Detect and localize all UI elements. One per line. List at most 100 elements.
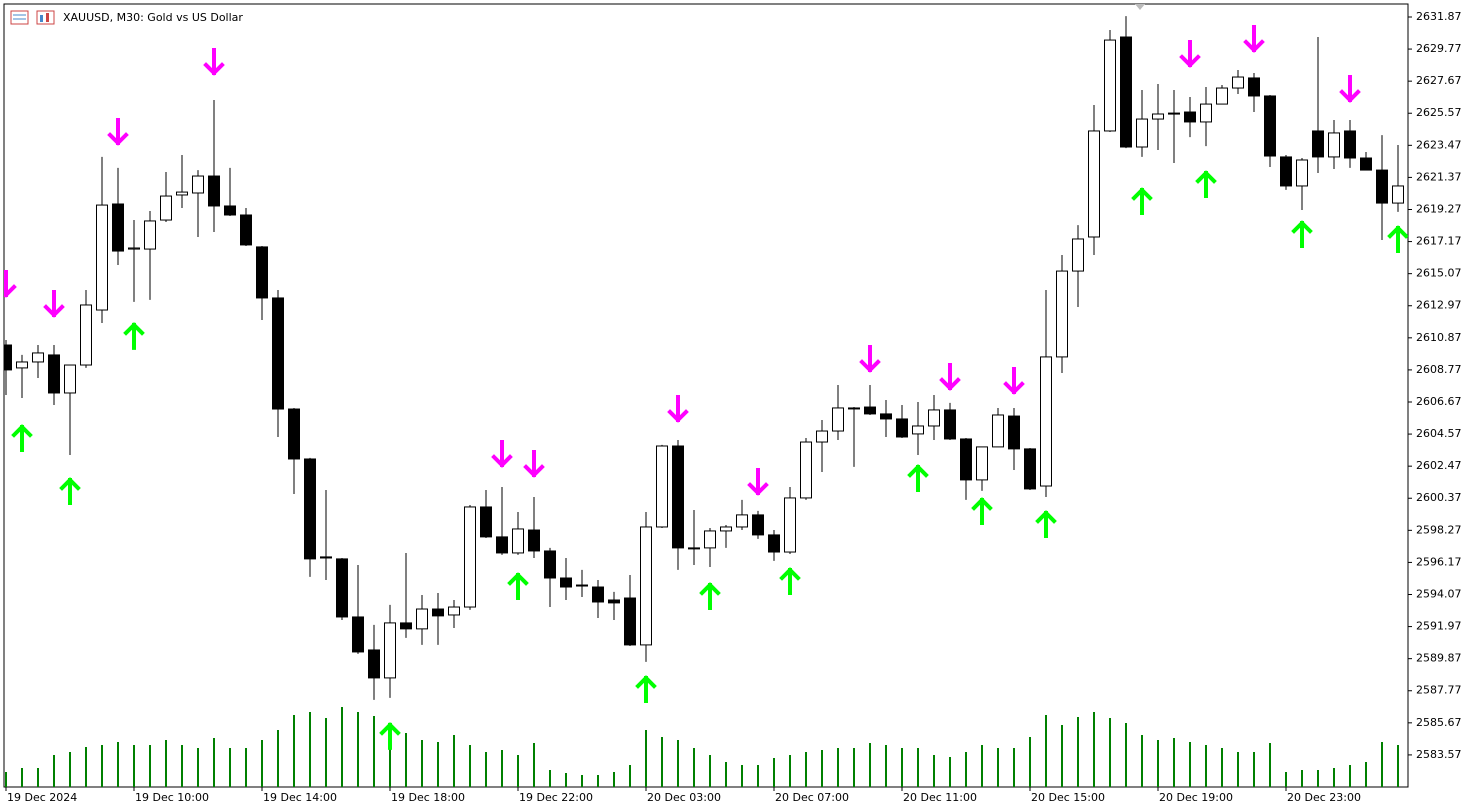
y-tick-label: 2591.97 (1416, 620, 1462, 633)
sell-arrow (747, 467, 769, 496)
candle-body (240, 214, 252, 246)
candle-body (1232, 76, 1244, 89)
candle-body (512, 528, 524, 554)
y-tick-label: 2594.07 (1416, 587, 1462, 600)
candle-body (528, 529, 540, 552)
candle-body (496, 536, 508, 554)
candle-body (480, 506, 492, 538)
y-tick-label: 2585.67 (1416, 716, 1462, 729)
candle-body (272, 297, 284, 410)
candle-body (1280, 156, 1292, 187)
candle-body (832, 407, 844, 432)
y-tick-label: 2612.97 (1416, 299, 1462, 312)
candle-body (1056, 270, 1068, 358)
x-tick-label: 20 Dec 07:00 (775, 791, 849, 804)
sell-arrow (43, 289, 65, 318)
sell-arrow (1243, 25, 1265, 53)
buy-arrow (779, 567, 801, 595)
buy-arrow (123, 322, 145, 350)
buy-arrow (507, 572, 529, 601)
candle-body (928, 409, 940, 427)
icon (46, 13, 49, 22)
candle-body (880, 413, 892, 420)
y-tick-label: 2629.77 (1416, 42, 1462, 55)
x-tick-label: 19 Dec 10:00 (135, 791, 209, 804)
y-tick-label: 2589.87 (1416, 652, 1462, 665)
y-tick-label: 2598.27 (1416, 523, 1462, 536)
symbol-icons (10, 10, 55, 25)
buy-arrow (699, 582, 721, 610)
y-tick-label: 2623.47 (1416, 138, 1462, 151)
candle-body (128, 247, 140, 250)
candle-body (352, 616, 364, 653)
candle-body (304, 458, 316, 560)
x-tick-label: 20 Dec 03:00 (647, 791, 721, 804)
buy-arrow (971, 497, 993, 526)
candle-body (1360, 157, 1372, 171)
candle-body (448, 606, 460, 616)
candle-body (384, 622, 396, 679)
candle-body (608, 599, 620, 604)
y-tick-label: 2608.77 (1416, 363, 1462, 376)
candle-body (800, 441, 812, 499)
candle-body (1376, 169, 1388, 204)
candle-body (32, 352, 44, 363)
buy-arrow (1195, 170, 1217, 199)
y-tick-label: 2600.37 (1416, 491, 1462, 504)
candle-body (992, 414, 1004, 448)
candle-body (640, 526, 652, 646)
candle-body (896, 418, 908, 438)
y-tick-label: 2625.57 (1416, 106, 1462, 119)
sell-arrow (4, 269, 17, 298)
candle-body (752, 514, 764, 536)
candle-body (1136, 118, 1148, 148)
x-tick-label: 20 Dec 15:00 (1031, 791, 1105, 804)
icon (40, 15, 43, 22)
candle-body (656, 445, 668, 528)
sell-arrow (939, 363, 961, 391)
sell-arrow (107, 117, 129, 146)
y-tick-label: 2583.57 (1416, 748, 1462, 761)
candle-body (176, 191, 188, 196)
candle-body (1248, 77, 1260, 97)
candle-body (80, 304, 92, 366)
candle-body (48, 354, 60, 394)
candle-body (768, 534, 780, 553)
candle-body (1296, 159, 1308, 187)
candle-body (848, 407, 860, 410)
y-tick-label: 2602.47 (1416, 459, 1462, 472)
x-tick-label: 20 Dec 19:00 (1159, 791, 1233, 804)
candle-body (592, 586, 604, 603)
sell-arrow (1339, 75, 1361, 103)
buy-arrow (59, 477, 81, 505)
candle-body (1344, 130, 1356, 159)
candle-body (1072, 238, 1084, 272)
candle-body (112, 203, 124, 252)
candle-body (224, 205, 236, 216)
y-tick-label: 2596.17 (1416, 555, 1462, 568)
candle-body (624, 597, 636, 646)
sell-arrow (523, 449, 545, 478)
candle-body (1152, 113, 1164, 120)
candle-body (1392, 185, 1404, 204)
y-tick-label: 2610.87 (1416, 331, 1462, 344)
y-tick-label: 2619.27 (1416, 202, 1462, 215)
candle-body (336, 558, 348, 618)
buy-arrow (11, 424, 33, 452)
plot-frame (3, 3, 1409, 788)
candle-body (256, 246, 268, 299)
buy-arrow (1291, 220, 1313, 249)
candle-body (736, 514, 748, 528)
sell-arrow (667, 394, 689, 423)
candle-body (1120, 36, 1132, 148)
icon (36, 10, 55, 25)
chart-title: XAUUSD, M30: Gold vs US Dollar (63, 11, 243, 24)
buy-arrow (635, 675, 657, 703)
y-tick-label: 2604.57 (1416, 427, 1462, 440)
candle-body (576, 584, 588, 587)
candle-body (1328, 132, 1340, 158)
candle-body (784, 497, 796, 553)
plot-area (4, 16, 1408, 787)
candle-body (96, 204, 108, 311)
candle-body (704, 530, 716, 549)
